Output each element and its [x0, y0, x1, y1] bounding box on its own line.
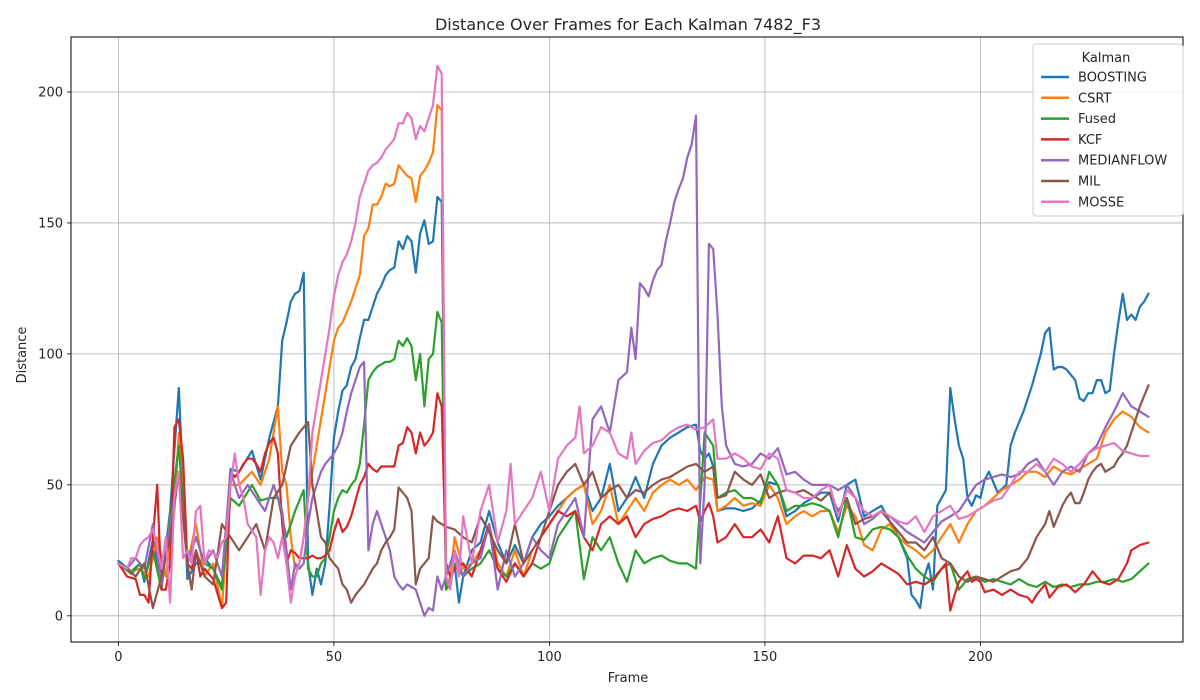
legend-label-kcf: KCF: [1078, 133, 1102, 148]
series-lines: [117, 64, 1150, 617]
legend-label-mil: MIL: [1078, 175, 1101, 190]
legend-label-fused: Fused: [1078, 112, 1116, 127]
x-tick-label: 200: [968, 650, 993, 665]
series-line-fused: [117, 310, 1150, 591]
legend-label-boosting: BOOSTING: [1078, 71, 1147, 86]
grid: [71, 37, 1183, 642]
legend-title: Kalman: [1082, 51, 1131, 66]
y-axis-ticks: 0 50 100 150 200: [38, 86, 71, 624]
y-tick-label: 200: [38, 86, 63, 101]
legend-label-csrt: CSRT: [1078, 91, 1111, 106]
y-tick-label: 100: [38, 347, 63, 362]
y-tick-label: 50: [46, 478, 63, 493]
y-tick-label: 150: [38, 216, 63, 231]
series-line-medianflow: [117, 114, 1150, 617]
y-axis-label: Distance: [15, 327, 30, 384]
series-line-kcf: [117, 392, 1150, 612]
x-tick-label: 50: [326, 650, 343, 665]
chart-title: Distance Over Frames for Each Kalman 748…: [435, 15, 821, 35]
x-axis-ticks: 0 50 100 150 200: [114, 642, 993, 665]
series-line-mosse: [117, 64, 1150, 604]
plot-area: [70, 36, 1184, 643]
legend-label-medianflow: MEDIANFLOW: [1078, 154, 1167, 169]
legend-label-mosse: MOSSE: [1078, 195, 1124, 210]
legend-box: [1032, 43, 1184, 217]
series-line-mil: [117, 384, 1150, 610]
y-tick-label: 0: [55, 609, 63, 624]
x-tick-label: 150: [753, 650, 778, 665]
legend: Kalman BOOSTING CSRT Fused KCF MEDIANFLOW MIL…: [1032, 43, 1184, 217]
x-tick-label: 100: [537, 650, 562, 665]
series-line-boosting: [117, 195, 1150, 610]
x-axis-label: Frame: [608, 671, 649, 686]
x-tick-label: 0: [114, 650, 122, 665]
